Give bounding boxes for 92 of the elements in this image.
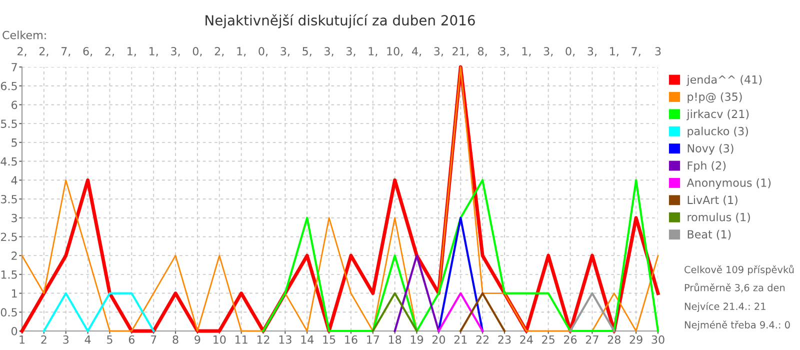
- text: 3,: [280, 47, 290, 57]
- text: Nejvíce 21.4.: 21: [684, 302, 766, 312]
- x-tick-label: 21: [454, 335, 467, 344]
- text: 3,: [544, 47, 553, 57]
- chart-title: Nejaktivnější diskutující za duben 2016: [206, 14, 475, 28]
- text: 21,: [452, 47, 468, 57]
- legend-label: p!p@ (35): [688, 92, 742, 104]
- text: 3: [655, 47, 661, 56]
- legend-label: Novy (3): [688, 144, 734, 155]
- x-tick-label: 24: [520, 335, 533, 344]
- legend-label: Anonymous (1): [686, 178, 771, 190]
- text: 2,: [39, 47, 48, 57]
- text: Celkem:: [2, 30, 46, 40]
- text: 10,: [387, 47, 403, 57]
- x-tick-label: 5: [107, 336, 112, 344]
- text: 1,: [610, 47, 618, 57]
- x-tick-label: 18: [388, 335, 402, 344]
- legend-label: palucko (3): [688, 126, 748, 138]
- x-tick-label: 2: [41, 335, 46, 344]
- legend-label: romulus (1): [688, 212, 750, 223]
- x-tick-label: 19: [410, 335, 424, 344]
- text: 1,: [368, 47, 378, 57]
- text: 8,: [478, 47, 487, 57]
- legend-label: jirkacv (21): [686, 110, 749, 120]
- y-tick-label: 3.5: [1, 194, 17, 204]
- x-tick-label: 20: [432, 335, 446, 344]
- text: 3,: [500, 47, 509, 57]
- x-tick-label: 23: [498, 335, 511, 344]
- y-tick-label: 0.5: [0, 308, 17, 317]
- text: 0,: [566, 47, 574, 57]
- text: 7,: [61, 47, 70, 57]
- text: 3,: [324, 47, 334, 57]
- x-tick-label: 1: [20, 336, 25, 344]
- x-tick-label: 15: [323, 336, 336, 344]
- y-tick-label: 5: [12, 138, 17, 147]
- y-tick-label: 1.5: [1, 270, 17, 279]
- text: 7,: [632, 47, 640, 57]
- x-tick-label: 14: [301, 336, 314, 344]
- x-tick-label: 7: [150, 336, 156, 344]
- x-tick-label: 4: [84, 336, 91, 344]
- x-tick-label: 13: [279, 335, 292, 344]
- x-tick-label: 10: [214, 335, 226, 344]
- y-tick-label: 3: [12, 214, 17, 222]
- x-tick-label: 30: [652, 335, 664, 344]
- x-tick-label: 9: [194, 335, 200, 344]
- text: 5,: [302, 47, 312, 57]
- x-tick-label: 8: [172, 335, 178, 344]
- legend-label: jenda^^ (41): [686, 75, 762, 86]
- y-tick-label: 1: [12, 289, 17, 298]
- y-tick-label: 7: [12, 63, 17, 72]
- x-tick-label: 27: [586, 335, 598, 344]
- text: 3,: [588, 47, 596, 57]
- legend-label: LivArt (1): [688, 196, 738, 206]
- text: 1,: [150, 47, 158, 57]
- text: Celkově 109 příspěvků: [684, 264, 794, 276]
- x-tick-label: 17: [367, 336, 380, 344]
- text: 6,: [83, 47, 92, 57]
- y-tick-label: 5.5: [1, 120, 17, 128]
- line-series: [262, 179, 660, 332]
- y-tick-label: 0: [11, 326, 18, 336]
- text: 1,: [128, 47, 136, 57]
- text: 1,: [237, 47, 246, 57]
- x-tick-label: 3: [63, 335, 69, 344]
- text: 4,: [412, 47, 421, 57]
- text: 3,: [434, 47, 443, 57]
- legend-label: Beat (1): [688, 230, 731, 240]
- x-tick-label: 6: [128, 335, 134, 344]
- text: 1,: [522, 47, 531, 57]
- text: 3,: [171, 47, 180, 57]
- x-tick-label: 26: [564, 335, 577, 344]
- y-tick-label: 2: [12, 252, 17, 260]
- text: 0,: [192, 47, 202, 57]
- x-tick-label: 11: [235, 336, 248, 344]
- y-tick-label: 4: [11, 176, 18, 184]
- x-tick-label: 16: [345, 335, 358, 344]
- text: 0,: [258, 47, 268, 57]
- y-tick-label: 6: [12, 100, 18, 110]
- x-tick-label: 22: [476, 335, 489, 344]
- x-tick-label: 29: [630, 335, 642, 344]
- x-tick-label: 12: [257, 335, 270, 344]
- text: 2,: [105, 47, 114, 57]
- text: 2,: [18, 47, 26, 57]
- x-tick-label: 28: [608, 335, 620, 344]
- x-tick-label: 25: [542, 335, 554, 344]
- text: 3,: [346, 47, 356, 57]
- y-tick-label: 2.5: [0, 232, 17, 242]
- y-tick-label: 4.5: [0, 157, 17, 166]
- text: Nejméně třeba 9.4.: 0: [684, 320, 790, 330]
- y-tick-label: 6.5: [0, 82, 17, 90]
- legend-label: Fph (2): [688, 161, 726, 172]
- text: 2,: [214, 47, 224, 57]
- text: Průměrně 3,6 za den: [684, 282, 785, 292]
